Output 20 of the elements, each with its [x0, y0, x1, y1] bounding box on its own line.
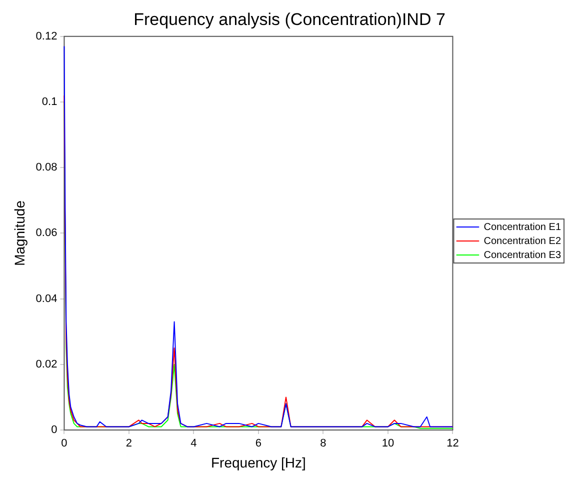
x-tick-label: 6: [255, 438, 262, 450]
x-axis-title: Frequency [Hz]: [211, 454, 306, 470]
y-tick-label: 0.08: [36, 162, 58, 174]
x-tick-label: 10: [382, 438, 394, 450]
chart-title: Frequency analysis (Concentration)IND 7: [134, 10, 446, 29]
y-axis-title: Magnitude: [11, 200, 28, 266]
legend-label: Concentration E2: [484, 236, 562, 247]
x-tick-label: 4: [190, 438, 197, 450]
x-tick-label: 12: [446, 438, 459, 450]
x-tick-label: 2: [126, 438, 132, 450]
legend-label: Concentration E1: [484, 222, 562, 233]
legend-label: Concentration E3: [484, 250, 562, 261]
y-tick-label: 0.12: [36, 30, 58, 42]
y-tick-label: 0.1: [42, 96, 58, 108]
y-tick-label: 0.06: [36, 227, 58, 240]
x-tick-label: 0: [61, 438, 68, 450]
x-tick-label: 8: [320, 438, 326, 450]
y-tick-label: 0: [51, 424, 58, 436]
y-tick-label: 0.04: [36, 292, 58, 305]
y-tick-label: 0.02: [36, 358, 58, 370]
